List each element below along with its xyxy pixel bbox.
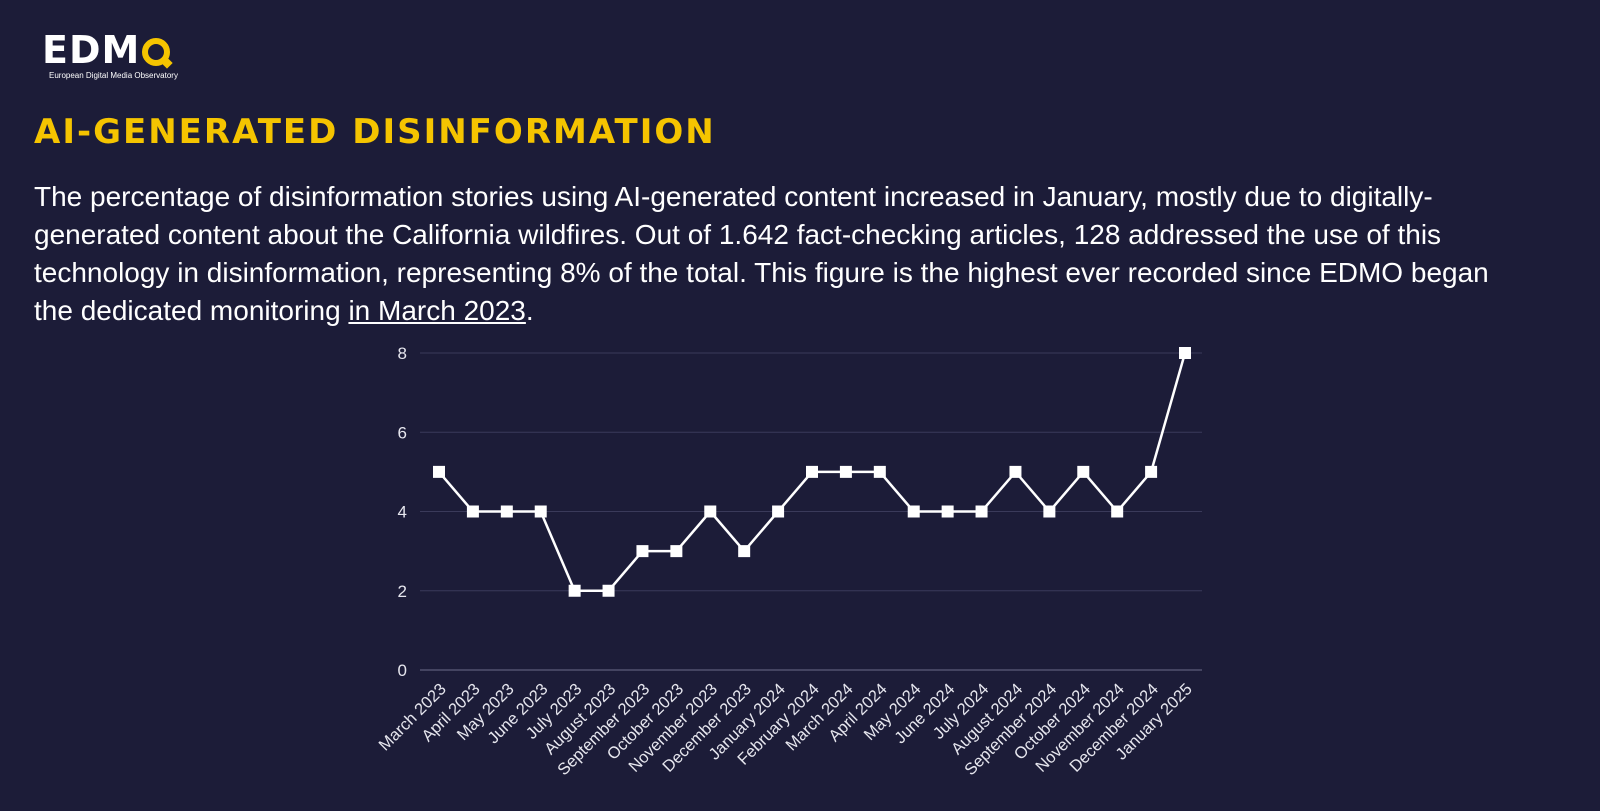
logo-o-icon <box>142 38 171 66</box>
data-point <box>839 465 852 478</box>
edmo-logo: EDM European Digital Media Observatory <box>42 28 182 88</box>
description-text: The percentage of disinformation stories… <box>34 181 1489 326</box>
data-point <box>704 505 717 518</box>
data-point <box>806 465 818 478</box>
y-tick-label: 6 <box>398 423 407 442</box>
data-point <box>1145 465 1158 478</box>
data-point <box>873 465 886 478</box>
logo-subtitle: European Digital Media Observatory <box>49 71 178 80</box>
logo-word-text: EDM <box>42 28 141 72</box>
description-link[interactable]: in March 2023 <box>348 295 526 326</box>
data-point <box>1179 347 1191 359</box>
data-point <box>636 545 649 558</box>
data-point <box>738 545 751 558</box>
data-point <box>941 505 954 518</box>
y-tick-label: 2 <box>398 582 407 601</box>
data-point <box>500 505 513 518</box>
data-point <box>534 505 547 518</box>
description-trailing: . <box>525 295 534 326</box>
data-point <box>466 505 479 518</box>
data-point <box>1043 505 1056 518</box>
y-tick-label: 4 <box>398 503 407 522</box>
data-point <box>670 545 683 558</box>
data-point <box>433 465 445 478</box>
data-point <box>1009 465 1022 478</box>
page-title: AI-generated disinformation <box>34 112 716 152</box>
data-point <box>975 505 988 518</box>
y-tick-label: 0 <box>398 661 407 680</box>
y-tick-label: 8 <box>398 344 407 363</box>
description: The percentage of disinformation stories… <box>34 178 1514 330</box>
logo-wordmark: EDM <box>42 28 171 72</box>
data-point <box>772 505 785 518</box>
data-point <box>907 505 920 518</box>
data-point <box>568 584 581 597</box>
data-point <box>1077 465 1090 478</box>
data-point <box>602 584 615 597</box>
data-point <box>1111 505 1124 518</box>
